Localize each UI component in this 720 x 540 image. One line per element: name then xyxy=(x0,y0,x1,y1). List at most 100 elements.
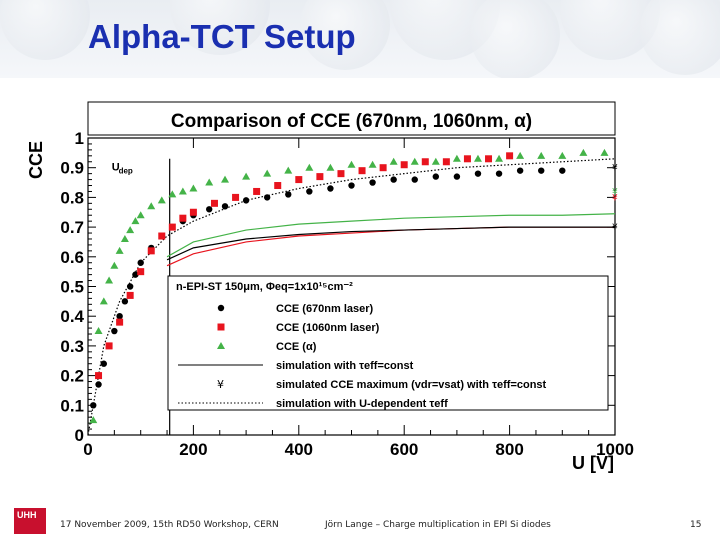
simulated-max-marker: ¥ xyxy=(612,164,618,174)
data-point xyxy=(474,170,482,177)
data-point xyxy=(421,158,429,166)
data-point xyxy=(274,182,282,190)
data-point xyxy=(347,160,356,168)
data-point xyxy=(132,271,139,278)
data-point xyxy=(189,208,197,216)
data-point xyxy=(495,170,503,177)
data-point xyxy=(221,203,229,210)
data-point xyxy=(217,342,225,349)
simulation-curve xyxy=(166,213,616,258)
data-point xyxy=(168,190,177,198)
data-point xyxy=(579,148,588,156)
data-point xyxy=(463,155,471,163)
data-point xyxy=(178,187,187,195)
data-point xyxy=(306,188,313,195)
y-tick-label: 0.3 xyxy=(60,337,84,356)
slide-header: Alpha-TCT Setup xyxy=(0,0,720,78)
legend-header: n-EPI-ST 150μm, Φeq=1x10¹⁵cm⁻² xyxy=(176,281,353,293)
simulation-curve xyxy=(87,158,616,436)
data-point xyxy=(131,217,140,225)
data-point xyxy=(94,327,103,335)
data-point xyxy=(506,152,514,160)
chart-title-box xyxy=(87,101,616,136)
udep-label-sub: dep xyxy=(119,167,133,176)
x-tick-label: 0 xyxy=(83,440,92,459)
data-point xyxy=(253,187,261,195)
data-point xyxy=(126,291,134,299)
legend-box xyxy=(167,275,609,411)
data-point xyxy=(284,166,293,174)
data-point xyxy=(121,298,129,305)
legend-entry: simulation with τeff=const xyxy=(276,360,414,372)
data-point xyxy=(263,169,272,177)
y-tick-label: 0.4 xyxy=(60,307,84,326)
data-point xyxy=(206,206,213,213)
data-point xyxy=(100,360,108,367)
x-tick-label: 400 xyxy=(285,440,313,459)
data-point xyxy=(205,178,214,186)
data-point xyxy=(316,173,324,181)
wafer-decoration xyxy=(640,0,720,75)
data-point xyxy=(179,214,187,222)
data-point xyxy=(453,173,461,180)
data-point xyxy=(210,199,218,207)
data-point xyxy=(147,202,156,210)
data-point xyxy=(158,232,166,240)
data-point xyxy=(495,154,504,162)
legend-entry: simulated CCE maximum (vdr=vsat) with τe… xyxy=(276,379,547,391)
data-point xyxy=(442,158,450,166)
legend-entry: CCE (1060nm laser) xyxy=(276,322,380,334)
cce-chart: Comparison of CCE (670nm, 1060nm, α) 0 0.1… xyxy=(26,101,634,473)
slide-title: Alpha-TCT Setup xyxy=(88,18,356,55)
data-point xyxy=(126,226,135,234)
data-point xyxy=(369,179,376,186)
simulation-curve xyxy=(166,226,615,261)
data-point xyxy=(126,283,134,290)
data-point xyxy=(326,163,335,171)
data-point xyxy=(217,323,225,331)
footer-author: Jörn Lange – Charge multiplication in EP… xyxy=(325,520,551,530)
data-point xyxy=(305,163,314,171)
y-tick-label: 0.6 xyxy=(60,248,84,267)
data-point xyxy=(327,185,334,192)
data-point xyxy=(516,167,524,174)
data-point xyxy=(99,297,108,305)
university-logo: UHH xyxy=(14,508,46,534)
footer-date: 17 November 2009, 15th RD50 Workshop, CE… xyxy=(60,520,279,530)
data-point xyxy=(136,211,145,219)
data-point xyxy=(115,246,124,254)
data-point xyxy=(432,173,440,180)
data-point xyxy=(168,223,176,231)
data-point xyxy=(90,402,97,409)
data-point xyxy=(105,342,113,350)
data-point xyxy=(559,167,566,174)
data-point xyxy=(600,148,609,156)
data-point xyxy=(558,151,567,159)
wafer-decoration xyxy=(0,0,90,60)
data-point xyxy=(358,167,366,175)
legend-swatch: ¥ xyxy=(217,378,224,391)
wafer-decoration xyxy=(300,0,390,70)
data-point xyxy=(400,161,408,169)
y-tick-label: 0.7 xyxy=(60,218,84,237)
y-tick-label: 0 xyxy=(75,426,84,445)
legend-entry: CCE (670nm laser) xyxy=(276,303,374,315)
y-tick-label: 0.1 xyxy=(60,396,84,415)
data-point xyxy=(295,176,303,184)
data-point xyxy=(337,170,345,178)
chart-title: Comparison of CCE (670nm, 1060nm, α) xyxy=(171,111,532,132)
data-point xyxy=(116,313,123,320)
wafer-decoration xyxy=(470,0,560,78)
x-tick-label: 1000 xyxy=(596,440,634,459)
x-axis-label: U [V] xyxy=(572,453,614,473)
data-point xyxy=(285,191,292,198)
y-tick-label: 0.5 xyxy=(60,278,84,297)
legend-entry: CCE (α) xyxy=(276,341,317,353)
page-number: 15 xyxy=(690,520,702,530)
y-tick-label: 0.2 xyxy=(60,367,84,386)
data-point xyxy=(157,196,166,204)
data-point xyxy=(538,167,545,174)
data-point xyxy=(242,197,250,204)
y-tick-label: 0.8 xyxy=(60,188,84,207)
data-point xyxy=(389,157,398,165)
